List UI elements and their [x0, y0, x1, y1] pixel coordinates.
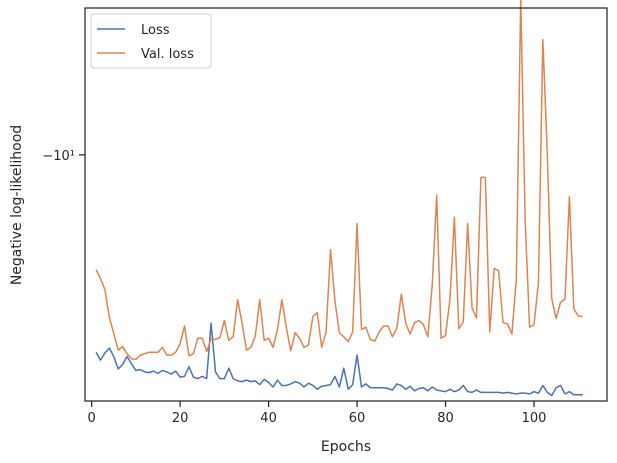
x-tick-label: 40 [260, 411, 277, 426]
series-layer [95, 0, 583, 397]
x-axis-label: Epochs [321, 439, 371, 455]
x-tick-label: 80 [437, 411, 454, 426]
x-tick-label: 20 [172, 411, 189, 426]
series-line-val-loss [95, 0, 583, 361]
y-tick-label: −10¹ [42, 149, 75, 164]
x-tick-label: 100 [522, 411, 547, 426]
legend-label-loss: Loss [141, 23, 170, 38]
legend-box [90, 13, 212, 69]
axes-frame [84, 7, 608, 402]
x-tick-label: 60 [349, 411, 366, 426]
y-axis-label: Negative log-likelihood [9, 125, 25, 285]
x-tick-label: 0 [87, 411, 95, 426]
ticks-layer: 0 20 40 60 80 100 −10¹ [42, 149, 546, 426]
series-line-loss [95, 322, 583, 397]
legend: Loss Val. loss [90, 13, 212, 69]
legend-label-val-loss: Val. loss [141, 47, 194, 62]
